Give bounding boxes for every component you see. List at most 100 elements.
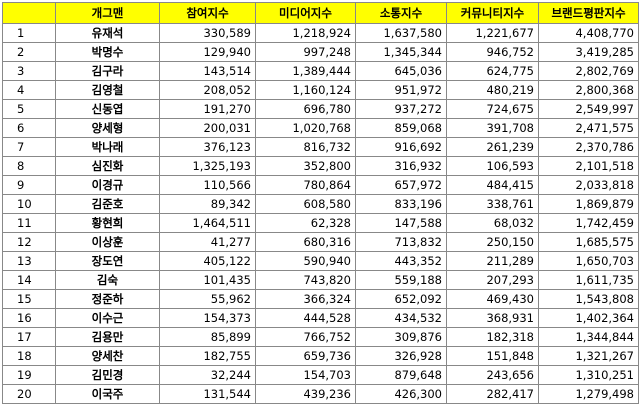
rank-cell: 17 — [2, 327, 56, 347]
table-row: 11 황현희 1,464,511 62,328 147,588 68,032 1,742,4… — [2, 213, 639, 233]
num-cell: 608,580 — [255, 194, 356, 214]
num-cell: 55,962 — [159, 289, 256, 309]
num-cell: 147,588 — [355, 213, 447, 233]
num-cell: 426,300 — [355, 384, 447, 404]
table-row: 14 김숙 101,435 743,820 559,188 207,293 1,611,73… — [2, 270, 639, 290]
num-cell: 41,277 — [159, 232, 256, 252]
table-row: 3 김구라 143,514 1,389,444 645,036 624,775 2,802,… — [2, 61, 639, 81]
num-cell: 816,732 — [255, 137, 356, 157]
num-cell: 1,650,703 — [538, 251, 639, 271]
name-cell: 김용만 — [55, 327, 160, 347]
num-cell: 444,528 — [255, 308, 356, 328]
rank-cell: 18 — [2, 346, 56, 366]
num-cell: 859,068 — [355, 118, 447, 138]
num-cell: 2,101,518 — [538, 156, 639, 176]
rank-cell: 11 — [2, 213, 56, 233]
table-body: 1 유재석 330,589 1,218,924 1,637,580 1,221,677 4,… — [2, 23, 639, 404]
num-cell: 559,188 — [355, 270, 447, 290]
rank-cell: 20 — [2, 384, 56, 404]
num-cell: 282,417 — [446, 384, 539, 404]
num-cell: 200,031 — [159, 118, 256, 138]
num-cell: 89,342 — [159, 194, 256, 214]
rank-cell: 6 — [2, 118, 56, 138]
num-cell: 2,033,818 — [538, 175, 639, 195]
num-cell: 951,972 — [355, 80, 447, 100]
table-row: 15 정준하 55,962 366,324 652,092 469,430 1,543,80… — [2, 289, 639, 309]
num-cell: 338,761 — [446, 194, 539, 214]
header-cell: 참여지수 — [159, 2, 256, 24]
num-cell: 1,325,193 — [159, 156, 256, 176]
num-cell: 937,272 — [355, 99, 447, 119]
num-cell: 250,150 — [446, 232, 539, 252]
num-cell: 1,020,768 — [255, 118, 356, 138]
rank-cell: 5 — [2, 99, 56, 119]
num-cell: 1,611,735 — [538, 270, 639, 290]
num-cell: 68,032 — [446, 213, 539, 233]
num-cell: 208,052 — [159, 80, 256, 100]
name-cell: 이국주 — [55, 384, 160, 404]
num-cell: 916,692 — [355, 137, 447, 157]
num-cell: 261,239 — [446, 137, 539, 157]
name-cell: 박명수 — [55, 42, 160, 62]
table-row: 9 이경규 110,566 780,864 657,972 484,415 2,033,81… — [2, 175, 639, 195]
name-cell: 김준호 — [55, 194, 160, 214]
name-cell: 이경규 — [55, 175, 160, 195]
rank-cell: 4 — [2, 80, 56, 100]
num-cell: 151,848 — [446, 346, 539, 366]
header-cell — [2, 2, 56, 24]
num-cell: 1,637,580 — [355, 23, 447, 43]
table-row: 19 김민경 32,244 154,703 879,648 243,656 1,310,25… — [2, 365, 639, 385]
header-cell: 개그맨 — [55, 2, 160, 24]
name-cell: 이수근 — [55, 308, 160, 328]
num-cell: 833,196 — [355, 194, 447, 214]
num-cell: 652,092 — [355, 289, 447, 309]
name-cell: 양세형 — [55, 118, 160, 138]
rank-cell: 1 — [2, 23, 56, 43]
num-cell: 2,800,368 — [538, 80, 639, 100]
num-cell: 480,219 — [446, 80, 539, 100]
num-cell: 2,370,786 — [538, 137, 639, 157]
num-cell: 207,293 — [446, 270, 539, 290]
rank-cell: 2 — [2, 42, 56, 62]
num-cell: 484,415 — [446, 175, 539, 195]
num-cell: 1,389,444 — [255, 61, 356, 81]
num-cell: 1,279,498 — [538, 384, 639, 404]
num-cell: 110,566 — [159, 175, 256, 195]
num-cell: 154,373 — [159, 308, 256, 328]
num-cell: 439,236 — [255, 384, 356, 404]
num-cell: 2,549,997 — [538, 99, 639, 119]
num-cell: 106,593 — [446, 156, 539, 176]
num-cell: 659,736 — [255, 346, 356, 366]
num-cell: 713,832 — [355, 232, 447, 252]
rank-cell: 19 — [2, 365, 56, 385]
num-cell: 1,543,808 — [538, 289, 639, 309]
table-row: 18 양세찬 182,755 659,736 326,928 151,848 1,321,2… — [2, 346, 639, 366]
num-cell: 62,328 — [255, 213, 356, 233]
num-cell: 191,270 — [159, 99, 256, 119]
num-cell: 743,820 — [255, 270, 356, 290]
num-cell: 780,864 — [255, 175, 356, 195]
num-cell: 309,876 — [355, 327, 447, 347]
num-cell: 2,471,575 — [538, 118, 639, 138]
name-cell: 장도연 — [55, 251, 160, 271]
table-row: 8 심진화 1,325,193 352,800 316,932 106,593 2,101,… — [2, 156, 639, 176]
rank-cell: 12 — [2, 232, 56, 252]
num-cell: 3,419,285 — [538, 42, 639, 62]
rank-cell: 14 — [2, 270, 56, 290]
num-cell: 2,802,769 — [538, 61, 639, 81]
num-cell: 182,755 — [159, 346, 256, 366]
num-cell: 434,532 — [355, 308, 447, 328]
header-cell: 미디어지수 — [255, 2, 356, 24]
table-row: 1 유재석 330,589 1,218,924 1,637,580 1,221,677 4,… — [2, 23, 639, 43]
name-cell: 김민경 — [55, 365, 160, 385]
num-cell: 1,310,251 — [538, 365, 639, 385]
table-row: 12 이상훈 41,277 680,316 713,832 250,150 1,685,57… — [2, 232, 639, 252]
num-cell: 326,928 — [355, 346, 447, 366]
num-cell: 624,775 — [446, 61, 539, 81]
num-cell: 879,648 — [355, 365, 447, 385]
num-cell: 997,248 — [255, 42, 356, 62]
num-cell: 391,708 — [446, 118, 539, 138]
num-cell: 469,430 — [446, 289, 539, 309]
num-cell: 946,752 — [446, 42, 539, 62]
table-row: 13 장도연 405,122 590,940 443,352 211,289 1,650,7… — [2, 251, 639, 271]
